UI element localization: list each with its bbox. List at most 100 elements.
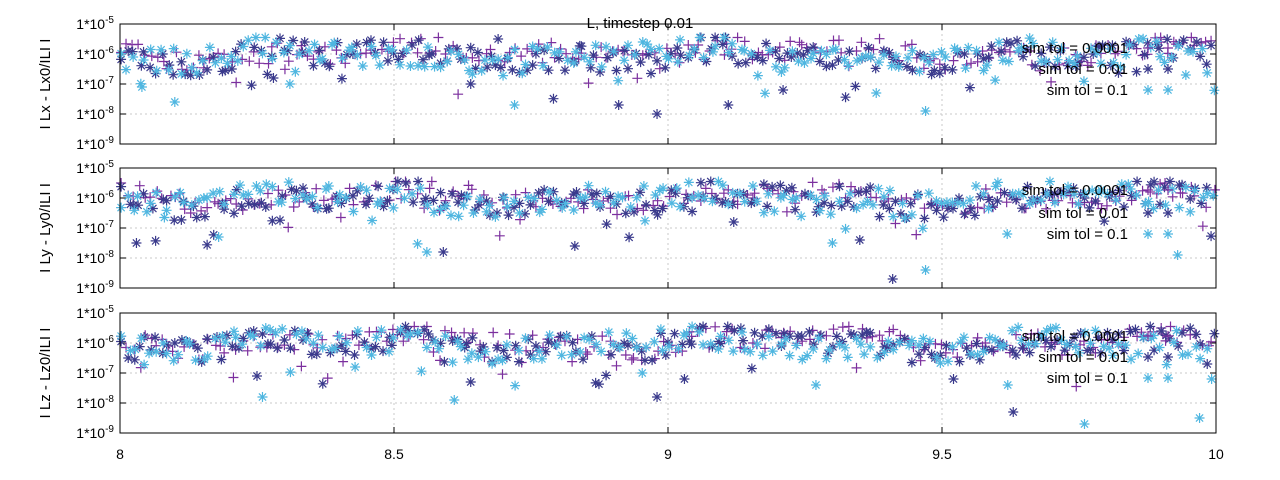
data-point: sim tol = 0.01: x=8.759, log10(y)=-5.99 bbox=[530, 48, 541, 59]
y-tick-label: 1*10-7 bbox=[76, 75, 114, 92]
data-point: sim tol = 0.1: x=9.092, log10(y)=-6.2 bbox=[713, 344, 724, 354]
data-point: sim tol = 0.01: x=8.653, log10(y)=-5.95 bbox=[472, 47, 483, 58]
data-point: sim tol = 0.01: x=8.043, log10(y)=-5.93 bbox=[138, 46, 149, 57]
data-point: sim tol = 0.01: x=9.66, log10(y)=-6.32 bbox=[1024, 347, 1035, 358]
data-point: sim tol = 0.01: x=9.74, log10(y)=-5.67 bbox=[1068, 183, 1079, 194]
data-point: sim tol = 0.01: x=9.026, log10(y)=-6.05 bbox=[677, 339, 688, 350]
data-point: sim tol = 0.01: x=8.28, log10(y)=-6.8 bbox=[268, 73, 279, 83]
data-point: sim tol = 0.1: x=8.116, log10(y)=-6.15 bbox=[178, 197, 189, 208]
data-point: sim tol = 0.01: x=9.393, log10(y)=-6.23 bbox=[878, 199, 889, 210]
data-point: sim tol = 0.1: x=8.203, log10(y)=-6.08 bbox=[226, 51, 237, 62]
data-point: sim tol = 0.0001: x=8.317, log10(y)=-6.3 bbox=[288, 202, 299, 212]
data-point: sim tol = 0.01: x=9.585, log10(y)=-6.11 bbox=[983, 52, 994, 63]
data-point: sim tol = 0.01: x=9.07, log10(y)=-6.25 bbox=[701, 56, 712, 67]
data-point: sim tol = 0.0001: x=8.254, log10(y)=-6.3… bbox=[254, 58, 265, 69]
data-point: sim tol = 0.1: x=8.657, log10(y)=-6.04 bbox=[475, 194, 486, 205]
data-point: sim tol = 0.01: x=8.374, log10(y)=-6.3 bbox=[319, 58, 330, 68]
data-point: sim tol = 0.01: x=9.298, log10(y)=-6.25 bbox=[826, 200, 837, 211]
data-point: sim tol = 0.1: x=9.898, log10(y)=-6.09 bbox=[1155, 51, 1166, 62]
data-point: sim tol = 0.0001: x=8.374, log10(y)=-5.7… bbox=[319, 41, 330, 52]
data-point: sim tol = 0.1: x=9.364, log10(y)=-6.11 bbox=[862, 196, 873, 207]
data-point: sim tol = 0.1: x=8.985, log10(y)=-5.75 bbox=[654, 185, 665, 196]
data-point: sim tol = 0.01: x=9.785, log10(y)=-5.81 bbox=[1093, 332, 1104, 343]
data-point: sim tol = 0.1: x=9.476, log10(y)=-5.84 bbox=[923, 188, 934, 199]
data-point: sim tol = 0.1: x=9.111, log10(y)=-5.91 bbox=[723, 335, 734, 346]
data-point: sim tol = 0.01: x=9.404, log10(y)=-6.35 bbox=[884, 203, 895, 214]
data-point: sim tol = 0.1: x=8.028, log10(y)=-6.21 bbox=[130, 344, 141, 355]
data-point: sim tol = 0.1: x=9.356, log10(y)=-6.22 bbox=[858, 199, 869, 210]
legend-label: sim tol = 0.0001 bbox=[1022, 40, 1128, 57]
data-point: sim tol = 0.1: x=9.297, log10(y)=-6.54 bbox=[825, 209, 836, 220]
data-point: sim tol = 0.1: x=9.459, log10(y)=-6.58 bbox=[914, 66, 925, 77]
data-point: sim tol = 0.0001: x=9.461, log10(y)=-6.5… bbox=[915, 355, 926, 366]
data-point: sim tol = 0.1: x=8.174, log10(y)=-5.85 bbox=[210, 333, 221, 344]
data-point: sim tol = 0.01: x=9.991, log10(y)=-7.27 bbox=[1206, 231, 1217, 242]
data-point: sim tol = 0.1: x=9.671, log10(y)=-6.02 bbox=[1030, 338, 1041, 349]
data-point: sim tol = 0.1: x=8.112, log10(y)=-6.66 bbox=[176, 68, 187, 79]
data-point: sim tol = 0.1: x=9.858, log10(y)=-6.35 bbox=[1133, 348, 1144, 359]
data-point: sim tol = 0.1: x=9.048, log10(y)=-5.83 bbox=[689, 43, 700, 54]
chart-title: L, timestep 0.01 bbox=[587, 15, 694, 32]
data-point: sim tol = 0.1: x=8.857, log10(y)=-6.26 bbox=[584, 56, 595, 67]
data-point: sim tol = 0.0001: x=9.955, log10(y)=-5.4… bbox=[1186, 32, 1197, 43]
data-point: sim tol = 0.1: x=8.708, log10(y)=-6.12 bbox=[502, 52, 513, 63]
legend-marker: sim tol = 0.01 bbox=[1163, 208, 1173, 218]
data-point: sim tol = 0.01: x=8.351, log10(y)=-6.2 bbox=[307, 199, 318, 209]
data-point: sim tol = 0.01: x=8.222, log10(y)=-6.27 bbox=[236, 201, 247, 212]
data-point: sim tol = 0.01: x=9.043, log10(y)=-6.04 bbox=[686, 339, 697, 350]
data-point: sim tol = 0.01: x=9.247, log10(y)=-6.03 bbox=[798, 49, 809, 60]
data-point: sim tol = 0.1: x=9.931, log10(y)=-5.73 bbox=[1173, 40, 1184, 51]
data-point: sim tol = 0.1: x=9.275, log10(y)=-5.84 bbox=[813, 333, 824, 344]
data-point: sim tol = 0.01: x=9.933, log10(y)=-5.66 bbox=[1174, 38, 1185, 49]
data-point: sim tol = 0.1: x=9.139, log10(y)=-5.89 bbox=[739, 45, 750, 56]
data-point: sim tol = 0.0001: x=8.628, log10(y)=-5.6… bbox=[459, 327, 470, 338]
data-point: sim tol = 0.1: x=8.96, log10(y)=-6.14 bbox=[641, 342, 652, 353]
data-point: sim tol = 0.1: x=9.022, log10(y)=-6.29 bbox=[675, 201, 686, 212]
data-point: sim tol = 0.01: x=9, log10(y)=-5.97 bbox=[663, 337, 673, 348]
data-point: sim tol = 0.01: x=9.203, log10(y)=-6.15 bbox=[774, 53, 785, 64]
data-point: sim tol = 0.0001: x=8.907, log10(y)=-6.5… bbox=[612, 209, 623, 220]
data-point: sim tol = 0.1: x=8.089, log10(y)=-6.53 bbox=[163, 64, 174, 75]
data-point: sim tol = 0.1: x=8.595, log10(y)=-6.27 bbox=[441, 201, 452, 212]
data-point: sim tol = 0.1: x=9.565, log10(y)=-6.39 bbox=[972, 349, 983, 360]
data-point: sim tol = 0.1: x=9.867, log10(y)=-5.49 bbox=[1138, 33, 1149, 44]
plot-frame bbox=[119, 312, 1217, 434]
data-point: sim tol = 0.1: x=8.506, log10(y)=-5.71 bbox=[392, 184, 403, 195]
data-point: sim tol = 0.1: x=9.961, log10(y)=-5.75 bbox=[1189, 185, 1200, 196]
data-point: sim tol = 0.01: x=8.791, log10(y)=-7.49 bbox=[548, 93, 559, 104]
data-point: sim tol = 0.1: x=9.26, log10(y)=-5.91 bbox=[805, 190, 816, 201]
data-point: sim tol = 0.1: x=8.151, log10(y)=-6.22 bbox=[197, 55, 208, 66]
data-point: sim tol = 0.1: x=9.064, log10(y)=-6.06 bbox=[698, 339, 709, 350]
data-point: sim tol = 0.1: x=8.26, log10(y)=-7.8 bbox=[257, 392, 268, 402]
data-point: sim tol = 0.1: x=9.576, log10(y)=-6.28 bbox=[978, 346, 989, 357]
data-point: sim tol = 0.1: x=8.015, log10(y)=-5.94 bbox=[123, 191, 134, 202]
data-point: sim tol = 0.1: x=8.969, log10(y)=-5.85 bbox=[646, 44, 657, 55]
data-point: sim tol = 0.01: x=9.096, log10(y)=-6.02 bbox=[715, 338, 726, 349]
data-point: sim tol = 0.1: x=9.818, log10(y)=-6.07 bbox=[1111, 195, 1122, 206]
data-point: sim tol = 0.1: x=9.906, log10(y)=-6.28 bbox=[1159, 57, 1170, 68]
data-point: sim tol = 0.1: x=9.971, log10(y)=-6.52 bbox=[1195, 353, 1206, 364]
data-point: sim tol = 0.0001: x=9.624, log10(y)=-5.9… bbox=[1004, 46, 1015, 57]
data-point: sim tol = 0.01: x=9.744, log10(y)=-6.41 bbox=[1070, 61, 1081, 72]
data-point: sim tol = 0.1: x=8.31, log10(y)=-5.72 bbox=[284, 40, 295, 51]
data-point: sim tol = 0.1: x=8.828, log10(y)=-6.3 bbox=[568, 58, 579, 68]
data-point: sim tol = 0.01: x=8.395, log10(y)=-5.94 bbox=[331, 191, 342, 202]
data-point: sim tol = 0.01: x=8.777, log10(y)=-6.29 bbox=[540, 346, 551, 357]
data-point: sim tol = 0.1: x=8.69, log10(y)=-6.17 bbox=[493, 54, 504, 65]
data-point: sim tol = 0.01: x=9.699, log10(y)=-6.12 bbox=[1046, 341, 1057, 352]
data-point: sim tol = 0.01: x=9.436, log10(y)=-6.42 bbox=[901, 61, 912, 72]
data-point: sim tol = 0.1: x=9.73, log10(y)=-5.62 bbox=[1063, 181, 1074, 192]
data-point: sim tol = 0.1: x=9.369, log10(y)=-6.13 bbox=[865, 341, 876, 352]
data-point: sim tol = 0.1: x=9.002, log10(y)=-6.11 bbox=[664, 341, 675, 352]
data-point: sim tol = 0.01: x=9.023, log10(y)=-6.04 bbox=[675, 50, 686, 61]
data-point: sim tol = 0.1: x=8.901, log10(y)=-6.16 bbox=[608, 197, 619, 208]
data-point: sim tol = 0.1: x=9.822, log10(y)=-6.04 bbox=[1113, 339, 1124, 350]
data-point: sim tol = 0.0001: x=8.543, log10(y)=-5.9… bbox=[412, 47, 423, 58]
data-point: sim tol = 0.1: x=9.082, log10(y)=-5.93 bbox=[707, 46, 718, 57]
data-point: sim tol = 0.1: x=8.334, log10(y)=-5.9 bbox=[298, 190, 309, 200]
data-point: sim tol = 0.01: x=9.654, log10(y)=-5.85 bbox=[1021, 44, 1032, 55]
x-tick-label: 9 bbox=[664, 446, 672, 462]
data-point: sim tol = 0.01: x=8.864, log10(y)=-6.04 bbox=[588, 50, 599, 61]
data-point: sim tol = 0.01: x=8.804, log10(y)=-5.78 bbox=[555, 331, 566, 342]
data-point: sim tol = 0.01: x=9.637, log10(y)=-5.56 bbox=[1012, 35, 1023, 46]
